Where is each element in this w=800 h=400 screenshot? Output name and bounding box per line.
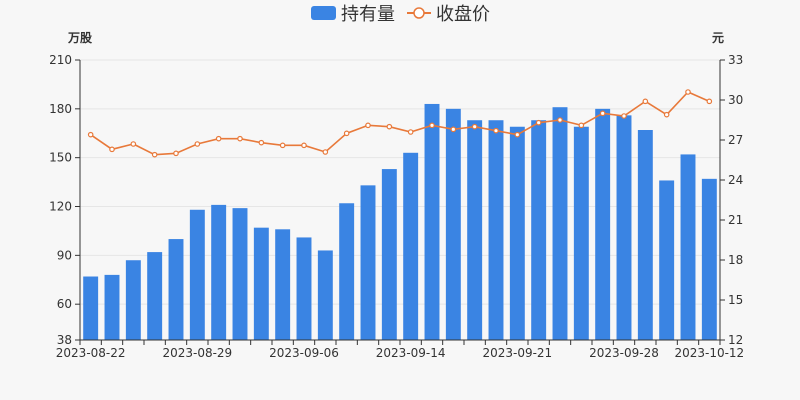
- y-right-tick-label: 12: [728, 333, 743, 347]
- price-point: [535, 119, 542, 126]
- y-right-tick-label: 24: [728, 173, 743, 187]
- holding-bar: [467, 120, 483, 340]
- holding-bar: [445, 108, 461, 340]
- legend[interactable]: 持有量 收盘价: [311, 4, 490, 25]
- y-right-tick-label: 15: [728, 293, 743, 307]
- holding-bar: [616, 115, 632, 340]
- price-point: [642, 98, 649, 105]
- price-point: [130, 141, 137, 147]
- price-point: [215, 135, 222, 142]
- price-point: [109, 146, 115, 153]
- x-tick-label: 2023-08-22: [56, 346, 126, 360]
- price-polyline: [90, 91, 710, 156]
- price-point: [386, 123, 393, 130]
- holding-bar: [83, 276, 99, 340]
- holding-bar: [637, 130, 653, 340]
- holding-bar: [381, 169, 397, 340]
- holding-bar: [104, 274, 120, 340]
- price-point: [685, 89, 691, 95]
- price-point: [173, 150, 179, 157]
- y-left-tick-label: 90: [57, 248, 72, 262]
- x-tick-label: 2023-09-14: [376, 346, 446, 360]
- holding-bar: [680, 154, 696, 340]
- y-right-tick-label: 18: [728, 253, 743, 267]
- holding-bar: [339, 203, 355, 340]
- holding-bar: [573, 126, 589, 340]
- price-point: [258, 139, 265, 146]
- y-left-tick-label: 38: [57, 333, 72, 347]
- price-point: [237, 135, 243, 142]
- y-left-tick-label: 210: [49, 53, 72, 67]
- holding-bar: [424, 103, 440, 340]
- x-tick-label: 2023-10-12: [674, 346, 744, 360]
- holding-bar: [125, 260, 141, 340]
- legend-price-label: 收盘价: [436, 4, 490, 25]
- x-tick-label: 2023-09-06: [269, 346, 339, 360]
- price-point: [407, 129, 414, 135]
- price-point: [322, 149, 329, 155]
- holding-bar: [147, 252, 163, 340]
- price-point: [493, 127, 499, 134]
- y-left-tick-label: 60: [57, 297, 72, 311]
- y-right-tick-label: 33: [728, 53, 743, 67]
- holding-bar: [317, 250, 333, 340]
- y-left-tick-label: 150: [49, 151, 72, 165]
- holding-bar: [595, 108, 611, 340]
- price-point: [87, 131, 94, 138]
- price-point: [429, 122, 435, 129]
- y-right-tick-label: 30: [728, 93, 743, 107]
- holding-bar: [659, 180, 675, 340]
- y-right-tick-label: 27: [728, 133, 743, 147]
- legend-item-holding[interactable]: 持有量: [311, 4, 395, 25]
- price-point: [343, 130, 350, 137]
- holding-bar: [168, 239, 184, 340]
- axes: 38 60 90 120 150 180 210 12 15 18 21 24 27 30 33 2023-0…: [49, 53, 744, 360]
- price-point: [706, 98, 713, 105]
- price-point: [450, 126, 457, 133]
- legend-holding-swatch: [311, 6, 336, 20]
- price-point: [663, 111, 670, 118]
- holding-bar: [552, 107, 568, 340]
- price-point: [301, 142, 307, 149]
- legend-price-marker: [413, 7, 425, 19]
- price-point: [578, 122, 585, 129]
- holding-bars: [83, 103, 717, 340]
- holding-bar: [488, 120, 504, 340]
- price-point: [279, 142, 286, 149]
- legend-holding-label: 持有量: [341, 4, 395, 25]
- price-point: [471, 123, 478, 130]
- holding-bar: [211, 204, 227, 340]
- price-point: [151, 151, 158, 158]
- y-left-unit: 万股: [67, 30, 93, 45]
- y-left-tick-label: 120: [49, 200, 72, 214]
- price-point: [365, 122, 371, 129]
- holding-bar: [403, 152, 419, 340]
- y-right-tick-label: 21: [728, 213, 743, 227]
- price-point: [599, 110, 606, 117]
- price-point: [557, 117, 563, 123]
- holding-bar: [509, 126, 525, 340]
- holding-bar: [531, 120, 547, 340]
- price-line: [87, 89, 713, 158]
- x-tick-label: 2023-09-28: [589, 346, 659, 360]
- price-point: [194, 141, 201, 147]
- holding-bar: [701, 178, 717, 340]
- x-tick-label: 2023-08-29: [162, 346, 232, 360]
- grid-lines: [80, 59, 720, 305]
- y-left-tick-label: 180: [49, 102, 72, 116]
- holding-bar: [360, 185, 376, 340]
- x-tick-label: 2023-09-21: [482, 346, 552, 360]
- y-right-unit: 元: [712, 31, 724, 45]
- price-point: [514, 131, 521, 138]
- holding-bar: [232, 208, 248, 340]
- legend-item-price[interactable]: 收盘价: [407, 4, 490, 25]
- holding-bar: [275, 229, 291, 340]
- price-point: [621, 113, 627, 119]
- holding-bar: [189, 209, 205, 340]
- holding-bar: [296, 237, 312, 340]
- holding-bar: [253, 227, 269, 340]
